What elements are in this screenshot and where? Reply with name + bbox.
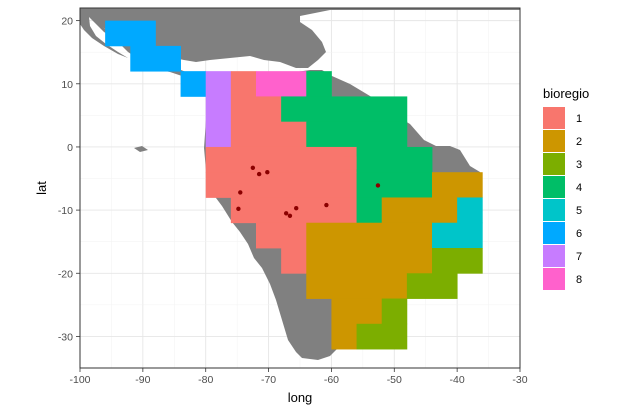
y-tick-label: -30 (58, 331, 73, 343)
data-point (236, 206, 241, 212)
legend: bioregio 1 2 3 4 5 6 7 8 (543, 86, 589, 290)
x-tick-label: -30 (512, 374, 527, 386)
legend-label: 1 (576, 113, 582, 125)
bioregion-cells (105, 20, 483, 350)
cell-region-3 (381, 298, 408, 325)
cell-region-3 (432, 248, 483, 274)
legend-key-8 (543, 268, 565, 290)
legend-label: 6 (576, 228, 582, 240)
cell-region-2 (432, 172, 483, 198)
cell-region-3 (406, 273, 458, 299)
cell-region-8 (256, 71, 307, 97)
cell-region-1 (230, 197, 357, 224)
cell-region-1 (230, 71, 257, 123)
cell-region-5 (457, 197, 483, 224)
y-tick-label: -10 (58, 205, 73, 217)
cell-region-5 (432, 222, 483, 249)
y-tick-label: 10 (61, 79, 73, 91)
island-shape (134, 146, 148, 152)
cell-region-1 (256, 222, 307, 249)
legend-key-5 (543, 199, 565, 221)
x-tick-label: -80 (198, 374, 213, 386)
data-point (238, 190, 243, 195)
x-tick-label: -60 (324, 374, 339, 386)
cell-region-7 (205, 71, 232, 148)
cell-region-2 (331, 323, 357, 350)
cell-region-6 (105, 20, 156, 47)
data-point (256, 171, 262, 177)
data-point (287, 213, 293, 218)
cell-region-4 (356, 197, 383, 224)
legend-label: 5 (576, 205, 582, 217)
x-axis: -100 -90 -80 -70 -60 -50 -40 -30 (69, 368, 528, 386)
data-point (375, 183, 381, 188)
legend-key-4 (543, 176, 565, 198)
legend-key-2 (543, 130, 565, 152)
x-tick-label: -100 (69, 374, 90, 386)
cell-region-2 (331, 298, 383, 325)
cell-region-4 (281, 96, 408, 123)
cell-region-1 (230, 121, 307, 148)
legend-label: 7 (576, 251, 582, 263)
y-axis-title: lat (34, 181, 49, 195)
cell-region-1 (281, 248, 307, 274)
x-axis-title: long (288, 390, 313, 405)
x-tick-label: -70 (261, 374, 276, 386)
cell-region-2 (306, 222, 433, 249)
points-layer (236, 165, 381, 218)
data-point (250, 165, 256, 170)
y-tick-label: 0 (67, 142, 73, 154)
x-tick-label: -90 (135, 374, 150, 386)
legend-label: 2 (576, 136, 582, 148)
legend-key-7 (543, 245, 565, 267)
cell-region-6 (180, 71, 207, 97)
cell-region-4 (306, 121, 408, 148)
x-tick-label: -40 (450, 374, 465, 386)
cell-region-4 (356, 146, 433, 173)
data-point (294, 206, 299, 211)
legend-key-6 (543, 222, 565, 244)
cell-region-4 (306, 71, 332, 97)
cell-region-1 (205, 146, 357, 173)
cell-region-2 (381, 197, 458, 224)
x-tick-label: -50 (387, 374, 402, 386)
cell-region-1 (256, 96, 282, 123)
legend-title: bioregio (543, 86, 589, 101)
data-point (324, 202, 329, 208)
legend-key-3 (543, 153, 565, 175)
land-shape-north (80, 8, 520, 68)
cell-region-3 (356, 323, 408, 350)
cell-region-4 (356, 172, 433, 198)
data-point (265, 170, 270, 175)
panel-border (79, 7, 521, 369)
y-tick-label: 20 (61, 16, 73, 28)
y-axis: 20 10 0 -10 -20 -30 (58, 16, 80, 343)
data-point (283, 211, 289, 216)
cell-region-6 (130, 45, 181, 72)
cell-region-1 (205, 172, 357, 198)
legend-label: 3 (576, 159, 582, 171)
y-tick-label: -20 (58, 268, 73, 280)
cell-region-1 (344, 156, 357, 170)
cell-region-2 (306, 248, 433, 274)
cell-region-2 (306, 273, 408, 299)
legend-label: 8 (576, 274, 582, 286)
legend-key-1 (543, 107, 565, 129)
land-shape-peninsula (80, 8, 128, 58)
legend-label: 4 (576, 182, 582, 194)
